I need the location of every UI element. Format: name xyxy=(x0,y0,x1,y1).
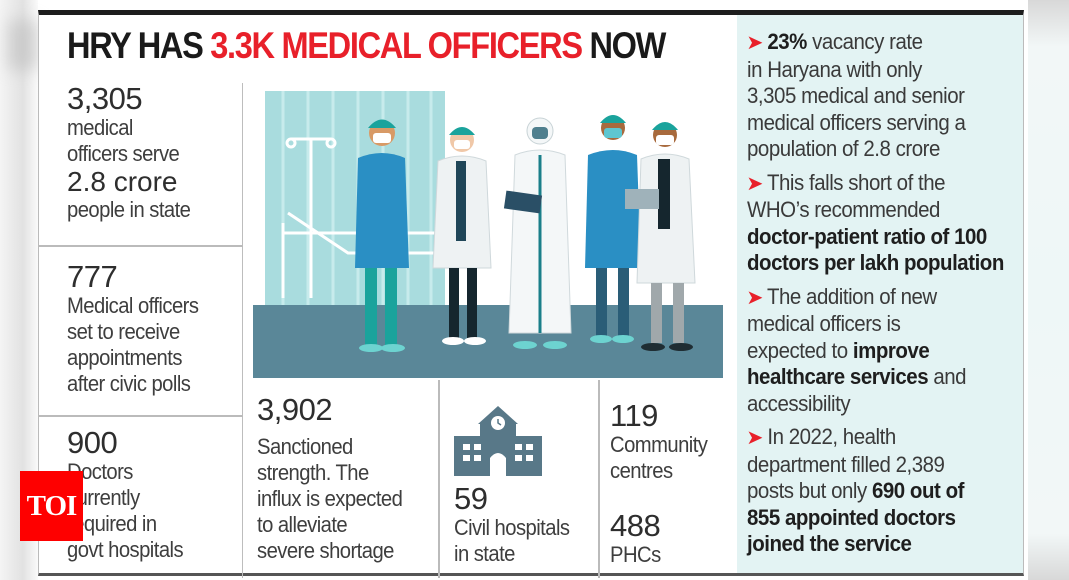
stat-label: Civil hospitals xyxy=(454,515,570,540)
stat-label: centres xyxy=(610,458,673,483)
stat-label: medical xyxy=(67,115,133,140)
worker-2 xyxy=(432,127,492,345)
school-building-icon xyxy=(454,406,542,476)
stat-label: after civic polls xyxy=(67,371,191,396)
healthcare-workers-illustration xyxy=(253,83,723,378)
arrow-icon: ➤ xyxy=(746,286,763,309)
stat-label: set to receive xyxy=(67,319,180,344)
bullet-improvement: ➤ The addition of new medical officers i… xyxy=(746,283,967,416)
bullet-who-ratio: ➤ This falls short of the WHO’s recommen… xyxy=(746,169,1004,276)
arrow-icon: ➤ xyxy=(746,32,763,54)
stat-label: required in xyxy=(67,511,157,536)
stat-value: 59 xyxy=(454,481,488,516)
stat-label: Doctors xyxy=(67,459,133,484)
stat-medical-officers: 3,305 medical officers serve 2.8 crore p… xyxy=(39,83,243,247)
headline-prefix: HRY HAS xyxy=(67,25,211,66)
arrow-icon: ➤ xyxy=(746,427,763,449)
stat-value: 777 xyxy=(67,259,118,294)
stat-value: 900 xyxy=(67,425,118,460)
bottom-stats-row: 3,902 Sanctioned strength. The influx is… xyxy=(243,380,737,578)
worker-5 xyxy=(625,122,696,351)
stat-value-community: 119 xyxy=(610,398,658,433)
stat-value-phcs: 488 xyxy=(610,508,661,543)
stat-new-appointments: 777 Medical officers set to receive appo… xyxy=(39,247,243,417)
headline: HRY HAS 3.3K MEDICAL OFFICERS NOW xyxy=(67,25,666,67)
infographic-card: HRY HAS 3.3K MEDICAL OFFICERS NOW 3,305 … xyxy=(38,10,1024,578)
arrow-icon: ➤ xyxy=(746,172,763,195)
blurred-background-right xyxy=(1028,0,1069,580)
stat-label: PHCs xyxy=(610,542,661,567)
stat-value-population: 2.8 crore xyxy=(67,166,178,197)
headline-highlight: 3.3K MEDICAL OFFICERS xyxy=(210,25,583,66)
worker-3-ppe xyxy=(503,117,572,349)
stat-label: strength. The xyxy=(257,460,369,485)
headline-suffix: NOW xyxy=(581,25,666,66)
worker-4 xyxy=(585,115,641,343)
stat-label: currently xyxy=(67,485,140,510)
toi-logo: TOI xyxy=(20,471,83,541)
worker-1 xyxy=(355,119,409,352)
stat-sanctioned-strength: 3,902 Sanctioned strength. The influx is… xyxy=(243,380,440,578)
bullet-2022: ➤ In 2022, health department filled 2,38… xyxy=(746,424,964,556)
stat-label: Sanctioned xyxy=(257,434,353,459)
stat-label: influx is expected xyxy=(257,486,403,511)
bullet-vacancy: ➤ 23% vacancy rate in Haryana with only 3… xyxy=(746,29,966,161)
stat-value: 3,902 xyxy=(257,392,333,427)
stat-label: in state xyxy=(454,541,515,566)
left-stats-column: 3,305 medical officers serve 2.8 crore p… xyxy=(39,75,243,578)
stat-label: Medical officers xyxy=(67,293,199,318)
stat-label: to alleviate xyxy=(257,512,348,537)
stat-label: Community xyxy=(610,432,708,457)
stat-civil-hospitals: 59 Civil hospitals in state xyxy=(440,380,600,578)
stat-label: severe shortage xyxy=(257,538,394,563)
stat-health-centres: 119 Community centres 488 PHCs xyxy=(600,380,737,578)
stat-label: govt hospitals xyxy=(67,537,184,562)
stat-label: officers serve xyxy=(67,141,180,166)
key-points-sidebar: ➤ 23% vacancy rate in Haryana with only 3… xyxy=(737,15,1023,573)
stat-label: appointments xyxy=(67,345,182,370)
stat-value: 3,305 xyxy=(67,81,143,116)
stat-label: people in state xyxy=(67,197,191,222)
